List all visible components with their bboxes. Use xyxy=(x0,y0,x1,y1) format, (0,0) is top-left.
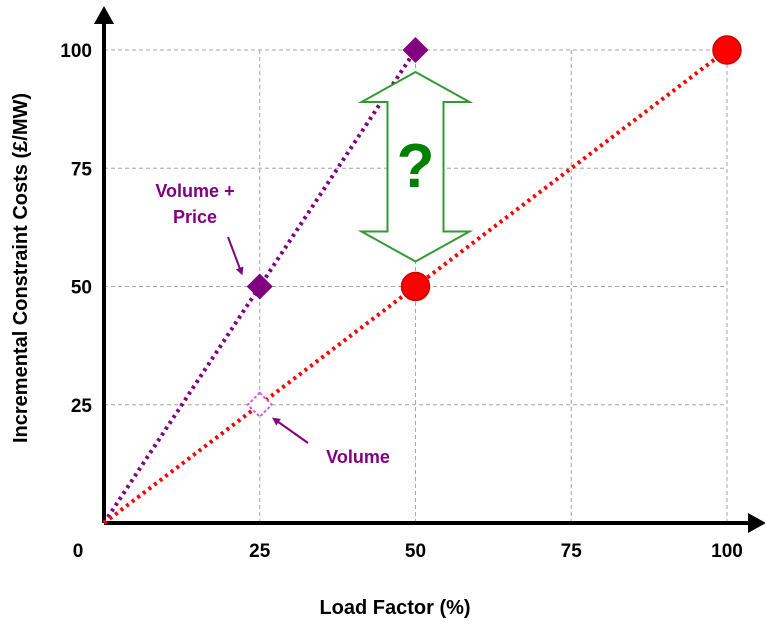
x-tick-label-75: 75 xyxy=(561,541,583,562)
annotation-volume-price-arrow xyxy=(227,236,244,276)
annotation-volume-arrow xyxy=(272,417,309,444)
y-axis-arrowhead xyxy=(94,6,114,24)
series-line-0 xyxy=(102,48,418,525)
tick-labels: 25 50 75 100 25 50 75 100 0 xyxy=(60,41,743,562)
circle-marker-50-50 xyxy=(400,271,431,302)
y-tick-label-75: 75 xyxy=(71,159,93,180)
question-mark: ? xyxy=(397,132,435,201)
origin-label: 0 xyxy=(73,541,84,562)
diamond-marker-25-50 xyxy=(246,273,273,300)
double-arrow-shape xyxy=(357,70,474,263)
annotation-volume-price-line-0: Volume + xyxy=(155,181,234,201)
x-tick-label-25: 25 xyxy=(249,541,271,562)
x-axis-title: Load Factor (%) xyxy=(319,597,470,619)
y-tick-label-100: 100 xyxy=(60,41,92,62)
x-tick-label-100: 100 xyxy=(711,541,743,562)
y-tick-label-25: 25 xyxy=(71,396,93,417)
y-axis-title: Incremental Constraint Costs (£/MW) xyxy=(10,93,32,443)
y-tick-label-50: 50 xyxy=(71,278,92,299)
series-line-1 xyxy=(102,48,729,525)
circle-marker-100-100 xyxy=(712,35,742,65)
hollow-diamond-marker xyxy=(246,391,274,419)
x-tick-label-50: 50 xyxy=(405,541,426,562)
diamond-marker-50-100 xyxy=(402,37,429,63)
data-series xyxy=(102,35,742,525)
x-axis-arrowhead xyxy=(748,513,765,533)
axes xyxy=(94,6,765,533)
annotation-volume-price-line-1: Price xyxy=(173,207,217,227)
gap-indicator: ? xyxy=(357,70,474,263)
annotation-volume: Volume xyxy=(326,447,390,467)
annotations: Volume + Price Volume xyxy=(155,181,389,467)
annotation-volume-price: Volume + Price xyxy=(155,181,234,227)
